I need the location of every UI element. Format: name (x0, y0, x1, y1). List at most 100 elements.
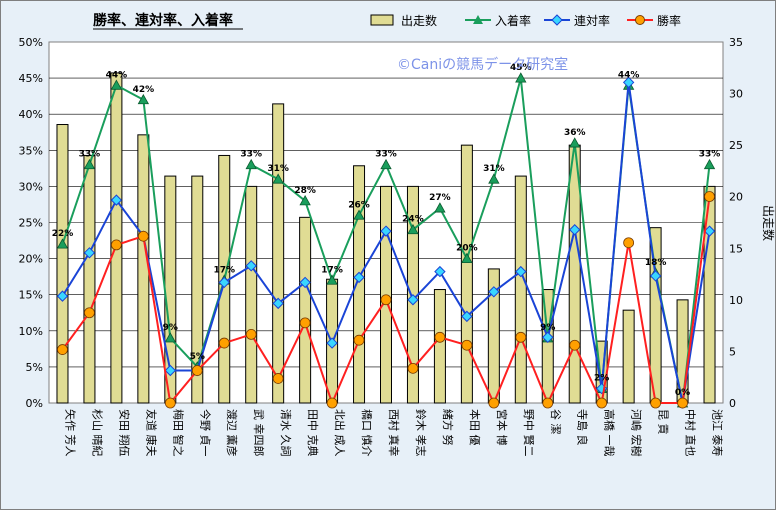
category-label: 杉山 晴紀 (90, 409, 104, 457)
right-tick-label: 35 (729, 36, 743, 49)
marker-win-rate (326, 397, 338, 409)
bar-starts (83, 154, 96, 404)
marker-win-rate (515, 331, 527, 343)
marker-in-place-rate (353, 209, 365, 220)
category-label: 本田 優 (468, 409, 482, 446)
data-label: 33% (699, 150, 721, 160)
left-tick-label: 45% (19, 72, 43, 85)
marker-win-rate (218, 337, 230, 349)
data-label: 2% (594, 374, 609, 384)
marker-rentai-rate (461, 310, 473, 323)
category-label: 昆 貢 (657, 409, 670, 435)
marker-in-place-rate (461, 252, 473, 263)
bar-starts (137, 134, 150, 404)
bar-starts (272, 103, 285, 404)
data-label: 20% (456, 244, 478, 254)
data-label: 33% (79, 150, 101, 160)
marker-win-rate (164, 397, 176, 409)
bar-starts (245, 185, 258, 404)
marker-rentai-rate (622, 76, 635, 89)
data-label: 9% (540, 323, 555, 333)
data-label: 18% (645, 258, 667, 268)
marker-in-place-rate (164, 332, 176, 343)
data-label: 45% (510, 63, 532, 73)
right-tick-label: 25 (729, 139, 743, 152)
category-label: 武 幸四郎 (252, 409, 266, 457)
category-label: 谷 潔 (549, 409, 563, 435)
data-labels-group: 22% 33% 44% 42% 9% 5% 17% 33% 31% 28% 17% 26% 33% 24%… (52, 63, 721, 398)
bar-starts (191, 175, 204, 404)
data-label: 0% (675, 388, 690, 398)
data-label: 24% (402, 215, 424, 225)
marker-win-rate (488, 397, 500, 409)
legend-marker-win-rate (635, 15, 645, 25)
legend-swatch-starts (370, 14, 394, 26)
marker-in-place-rate (380, 158, 392, 170)
left-axis: 0% 5% 10% 15% 20% 25% 30% 35% 40% 45% 50% (19, 36, 43, 410)
marker-win-rate (461, 339, 473, 351)
category-label: 清水 久詞 (279, 409, 292, 457)
marker-win-rate (407, 362, 419, 374)
marker-rentai-rate (380, 225, 392, 237)
marker-win-rate (191, 365, 203, 376)
data-label: 26% (348, 200, 370, 210)
legend-label: 入着率 (495, 13, 531, 28)
right-tick-label: 0 (729, 397, 736, 410)
marker-rentai-rate (434, 265, 446, 278)
category-label: 渡辺 薫彦 (225, 409, 239, 457)
bar-starts (353, 165, 366, 404)
left-tick-label: 50% (19, 36, 43, 49)
marker-in-place-rate (488, 173, 500, 184)
chart-title: 勝率、連対率、入着率 (93, 12, 233, 29)
bar-starts (703, 185, 716, 404)
marker-in-place-rate (515, 72, 527, 83)
marker-rentai-rate (649, 270, 662, 282)
marker-win-rate (299, 317, 311, 329)
category-label: 梅田 智之 (171, 409, 185, 457)
marker-rentai-rate (83, 247, 96, 259)
marker-rentai-rate (407, 294, 419, 306)
left-tick-label: 0% (26, 397, 43, 410)
marker-rentai-rate (245, 260, 257, 272)
bar-starts (433, 289, 446, 404)
category-label: 寺島 良 (576, 409, 590, 446)
category-label: 中村 直也 (684, 409, 698, 457)
bar-starts (110, 72, 123, 404)
right-tick-label: 10 (729, 294, 743, 307)
marker-in-place-rate (137, 93, 150, 105)
data-label: 17% (321, 265, 343, 275)
data-label: 42% (133, 85, 155, 95)
left-tick-label: 10% (19, 325, 43, 338)
marker-rentai-rate (299, 276, 311, 289)
left-tick-label: 30% (19, 180, 43, 193)
category-label: 高橋 一哉 (603, 409, 617, 457)
marker-in-place-rate (703, 158, 716, 170)
marker-win-rate (704, 191, 715, 202)
marker-rentai-rate (56, 290, 69, 302)
data-label: 31% (267, 164, 289, 174)
legend-marker-in-place-rate (473, 15, 483, 24)
marker-win-rate (84, 307, 95, 319)
marker-rentai-rate (110, 194, 123, 206)
category-label: 宮本 博 (495, 409, 509, 446)
marker-win-rate (57, 344, 68, 355)
right-tick-label: 5 (729, 345, 736, 358)
category-label: 北出 成人 (333, 409, 347, 457)
data-label: 5% (190, 352, 205, 362)
marker-win-rate (569, 339, 581, 351)
right-tick-label: 30 (729, 88, 743, 101)
marker-win-rate (677, 397, 688, 409)
category-label: 今野 貞一 (198, 409, 212, 457)
data-label: 44% (106, 70, 128, 80)
marker-in-place-rate (272, 173, 284, 184)
left-tick-label: 20% (19, 253, 43, 266)
marker-rentai-rate (326, 337, 338, 349)
marker-win-rate (380, 294, 392, 306)
category-label: 河嶋 宏樹 (630, 409, 644, 457)
data-label: 36% (564, 128, 586, 138)
marker-rentai-rate (218, 276, 230, 289)
right-axis: 0 5 10 15 20 25 30 35 (729, 36, 743, 410)
category-label: 友道 康夫 (144, 409, 158, 457)
